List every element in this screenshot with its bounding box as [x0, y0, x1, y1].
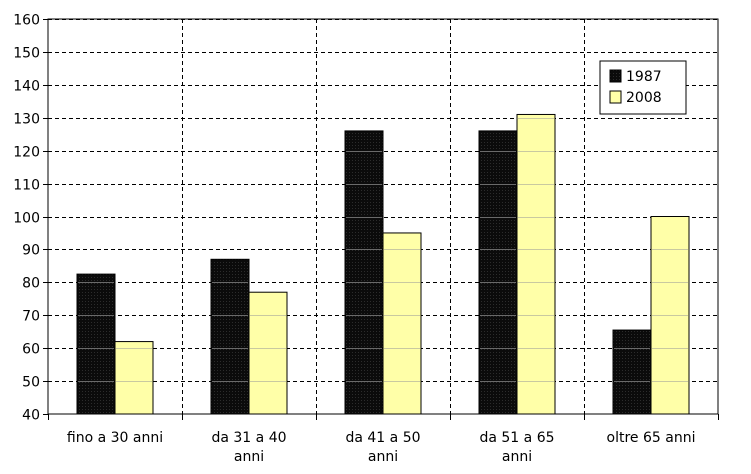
bar-1987-2	[344, 130, 384, 415]
legend-label-1987: 1987	[626, 69, 662, 85]
bars	[76, 113, 690, 415]
bar-1987-3	[478, 130, 518, 415]
bar-gridline-overlay	[78, 118, 688, 382]
x-tick-label: da 51 a 65 anni	[479, 430, 554, 465]
bar-1987-0	[76, 273, 116, 415]
y-tick-label: 60	[22, 342, 40, 358]
x-tick-label-line: anni	[368, 449, 398, 465]
y-tick-label: 100	[13, 211, 40, 227]
y-tick-label: 70	[22, 309, 40, 325]
x-tick-label: da 41 a 50 anni	[345, 430, 420, 465]
x-tick-label: oltre 65 anni	[607, 430, 696, 446]
legend: 1987 2008	[599, 60, 687, 115]
y-tick-label: 80	[22, 276, 40, 292]
y-tick-label: 160	[13, 13, 40, 29]
x-tick-label: da 31 a 40 anni	[211, 430, 286, 465]
y-tick-label: 150	[13, 46, 40, 62]
x-tick-label-line: oltre 65 anni	[607, 430, 696, 446]
bar-2008-0	[114, 341, 154, 415]
y-tick-label: 130	[13, 112, 40, 128]
y-tick-label: 120	[13, 145, 40, 161]
bar-2008-3	[516, 113, 556, 415]
x-tick-label-line: anni	[234, 449, 264, 465]
y-axis: 40 50 60 70 80 90 100 110 120 130 140 150 160	[13, 13, 48, 424]
y-tick-label: 140	[13, 79, 40, 95]
x-tick-label-line: anni	[502, 449, 532, 465]
y-tick-label: 40	[22, 408, 40, 424]
bar-2008-1	[248, 291, 288, 415]
bar-1987-1	[210, 258, 250, 415]
legend-label-2008: 2008	[626, 90, 662, 106]
y-tick-label: 110	[13, 178, 40, 194]
x-tick-label-line: da 41 a 50	[345, 430, 420, 446]
bar-2008-2	[382, 232, 422, 415]
x-tick-label-line: fino a 30 anni	[67, 430, 163, 446]
legend-swatch-1987	[609, 69, 622, 83]
x-tick-label-line: da 31 a 40	[211, 430, 286, 446]
y-tick-label: 90	[22, 243, 40, 259]
x-axis: fino a 30 anni da 31 a 40 anni da 41 a 50 an…	[48, 414, 719, 465]
bar-1987-4	[612, 329, 652, 415]
gridlines	[48, 19, 718, 414]
x-tick-label: fino a 30 anni	[67, 430, 163, 446]
legend-swatch-2008	[609, 90, 622, 104]
y-tick-label: 50	[22, 375, 40, 391]
x-tick-label-line: da 51 a 65	[479, 430, 554, 446]
